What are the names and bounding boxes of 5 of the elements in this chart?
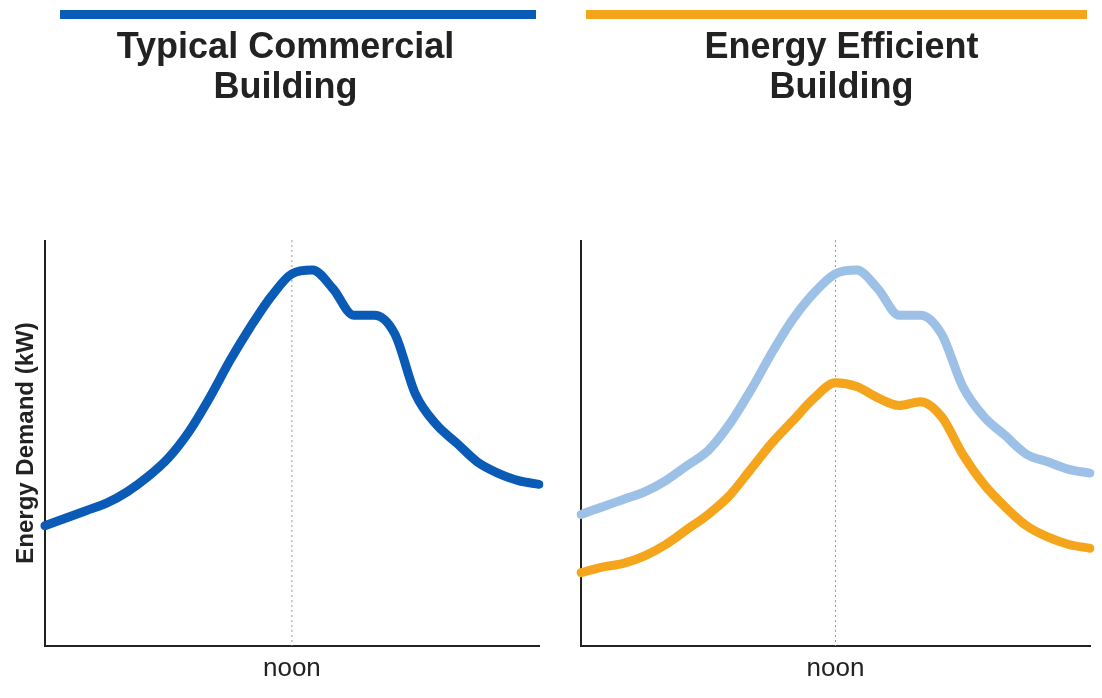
chart-title: Typical Commercial Building (115, 25, 456, 106)
text: noon (806, 652, 865, 683)
y-axis-title: Energy Demand (kW) (11, 322, 39, 564)
chart-title: Energy Efficient Building (703, 25, 980, 106)
text: noon (262, 652, 321, 683)
